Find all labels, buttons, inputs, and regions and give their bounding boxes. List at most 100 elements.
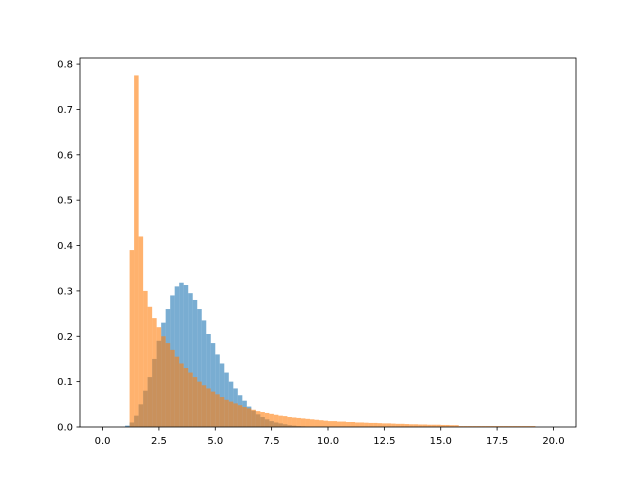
histogram-bar <box>499 426 504 427</box>
histogram-bar <box>260 412 265 427</box>
x-tick-label: 7.5 <box>264 436 280 447</box>
histogram-bar <box>458 426 464 427</box>
y-tick-label: 0.8 <box>57 60 73 71</box>
histogram-bar <box>436 424 441 427</box>
histogram-bar <box>224 399 229 427</box>
histogram-bar <box>296 417 301 427</box>
histogram-bar <box>490 426 495 427</box>
histogram-bar <box>355 422 360 427</box>
histogram-bar <box>242 407 247 427</box>
histogram-bar <box>373 422 378 427</box>
histogram-bar <box>485 426 491 427</box>
y-tick-label: 0.3 <box>57 286 73 297</box>
histogram-bar <box>156 327 162 427</box>
histogram-bar <box>143 290 148 427</box>
histogram-bar <box>467 426 473 427</box>
histogram-bar <box>287 417 292 427</box>
histogram-bar <box>508 426 513 427</box>
histogram-bar <box>174 356 180 427</box>
y-tick-label: 0.2 <box>57 332 73 343</box>
histogram-bar <box>494 426 500 427</box>
histogram-bar <box>165 343 171 427</box>
plot-area <box>125 75 536 427</box>
histogram-bar <box>282 416 288 427</box>
histogram-bar <box>152 318 157 427</box>
histogram-bar <box>246 408 252 427</box>
histogram-bar <box>332 421 338 427</box>
histogram-bar <box>161 336 166 427</box>
histogram-bar <box>427 424 432 427</box>
x-tick-label: 0.0 <box>95 436 111 447</box>
y-tick-label: 0.4 <box>57 241 73 252</box>
histogram-bar <box>395 423 401 427</box>
histogram-bar <box>210 391 216 427</box>
histogram-bar <box>472 426 477 427</box>
histogram-bar <box>233 403 238 427</box>
y-tick-label: 0.1 <box>57 377 73 388</box>
histogram-bar <box>445 424 450 427</box>
histogram-bar <box>323 420 328 427</box>
histogram-bar <box>346 422 351 427</box>
histogram-bar <box>219 397 225 427</box>
histogram-bar <box>134 75 139 427</box>
histogram-bar <box>188 293 193 427</box>
histogram-bar <box>300 418 306 427</box>
histogram-bar <box>391 423 396 427</box>
histogram-bar <box>368 422 374 427</box>
histogram-bar <box>206 334 211 427</box>
histogram-bar <box>251 409 256 427</box>
histogram-bar <box>314 419 319 427</box>
x-tick-label: 17.5 <box>486 436 508 447</box>
histogram-bar <box>179 282 184 427</box>
histogram-bar <box>476 426 482 427</box>
histogram-bar <box>192 299 198 427</box>
histogram-bar <box>129 250 135 427</box>
histogram-bar <box>269 413 274 427</box>
histogram-bar <box>413 424 419 427</box>
histogram-bar <box>521 426 527 427</box>
histogram-bar <box>530 426 536 427</box>
histogram-bar <box>382 423 387 427</box>
histogram-bar <box>197 381 202 427</box>
x-tick-label: 10.0 <box>317 436 339 447</box>
histogram-bar <box>440 424 446 427</box>
y-tick-label: 0.7 <box>57 105 73 116</box>
histogram-bar <box>409 424 414 427</box>
histogram-bar <box>138 236 144 427</box>
histogram-bar <box>418 424 423 427</box>
histogram-bar <box>273 414 279 427</box>
histogram-bar <box>517 426 522 427</box>
histogram-bar <box>179 363 184 427</box>
histogram-bar <box>210 343 216 427</box>
histogram-bar <box>215 354 220 427</box>
histogram-bar <box>400 423 405 427</box>
histogram-bar <box>422 424 428 427</box>
histogram-bar <box>219 363 225 427</box>
histogram-bar <box>318 420 324 427</box>
histogram-bar <box>350 422 356 427</box>
histogram-bar <box>291 417 297 427</box>
histogram-bar <box>341 421 347 427</box>
x-tick-label: 12.5 <box>373 436 395 447</box>
histogram-bar <box>215 394 220 427</box>
histogram-bar <box>386 423 392 427</box>
histogram-bar <box>201 385 207 427</box>
histogram-bar <box>228 401 234 427</box>
histogram-bar <box>454 425 459 427</box>
histogram-bar <box>183 368 189 427</box>
histogram-bar <box>188 372 193 427</box>
histogram-bar <box>359 422 365 427</box>
histogram-bar <box>197 309 202 427</box>
histogram-bar <box>192 377 198 427</box>
histogram-bar <box>278 415 283 427</box>
y-tick-label: 0.0 <box>57 423 73 434</box>
y-tick-label: 0.5 <box>57 196 73 207</box>
histogram-bar <box>255 411 261 427</box>
y-tick-label: 0.6 <box>57 150 73 161</box>
histogram-bar <box>201 320 207 427</box>
histogram-bar <box>449 425 455 427</box>
histogram-bar <box>237 405 243 427</box>
x-tick-label: 5.0 <box>207 436 223 447</box>
